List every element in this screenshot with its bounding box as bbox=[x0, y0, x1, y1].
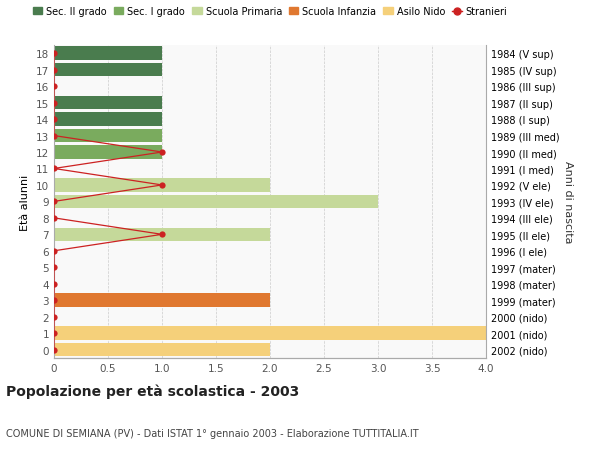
Text: COMUNE DI SEMIANA (PV) - Dati ISTAT 1° gennaio 2003 - Elaborazione TUTTITALIA.IT: COMUNE DI SEMIANA (PV) - Dati ISTAT 1° g… bbox=[6, 428, 419, 438]
Y-axis label: Età alunni: Età alunni bbox=[20, 174, 31, 230]
Text: Popolazione per età scolastica - 2003: Popolazione per età scolastica - 2003 bbox=[6, 383, 299, 398]
Bar bbox=[54, 343, 270, 357]
Bar bbox=[54, 146, 162, 159]
Bar bbox=[54, 195, 378, 209]
Bar bbox=[54, 113, 162, 127]
Bar bbox=[54, 294, 270, 307]
Bar bbox=[54, 327, 486, 340]
Bar bbox=[54, 97, 162, 110]
Y-axis label: Anni di nascita: Anni di nascita bbox=[563, 161, 574, 243]
Bar bbox=[54, 179, 270, 192]
Bar bbox=[54, 129, 162, 143]
Bar bbox=[54, 64, 162, 77]
Legend: Sec. II grado, Sec. I grado, Scuola Primaria, Scuola Infanzia, Asilo Nido, Stran: Sec. II grado, Sec. I grado, Scuola Prim… bbox=[33, 7, 507, 17]
Bar bbox=[54, 228, 270, 241]
Bar bbox=[54, 47, 162, 61]
